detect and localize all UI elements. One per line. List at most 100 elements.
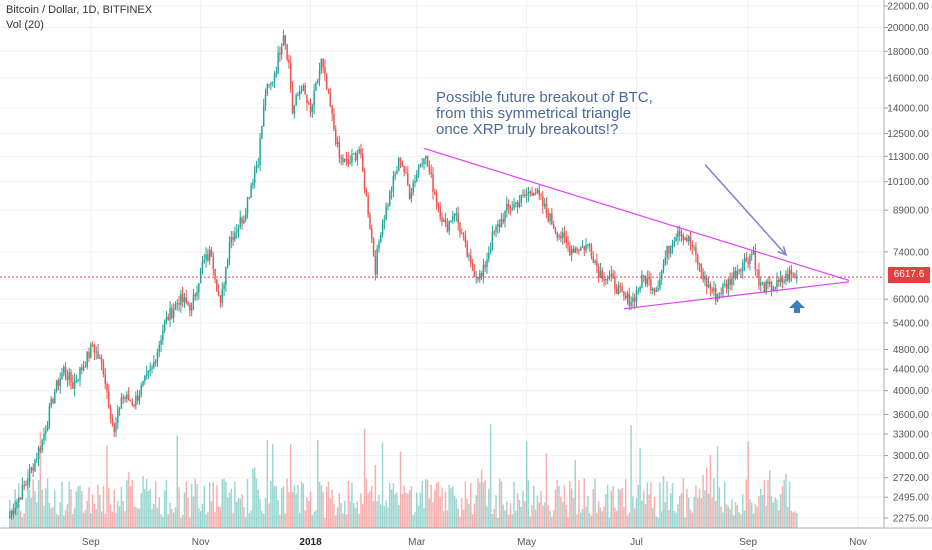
candle-body xyxy=(129,400,132,402)
candle-body xyxy=(208,249,211,261)
volume-bar xyxy=(615,510,618,528)
candle-body xyxy=(556,232,558,238)
volume-bar xyxy=(405,492,407,528)
candle-body xyxy=(345,158,348,160)
volume-bar xyxy=(563,484,566,528)
candle-body xyxy=(776,279,778,288)
candle-body xyxy=(648,278,650,280)
volume-bar xyxy=(325,486,328,528)
volume-bar xyxy=(558,485,560,528)
volume-bar xyxy=(502,504,504,528)
volume-bar xyxy=(749,499,751,528)
volume-bar xyxy=(192,496,195,528)
volume-bar xyxy=(716,446,719,528)
volume-bar xyxy=(554,489,557,528)
volume-bar xyxy=(642,490,645,528)
volume-bar xyxy=(181,515,184,528)
candle-body xyxy=(432,174,434,192)
candle-body xyxy=(416,174,418,182)
candle-body xyxy=(109,407,112,419)
volume-bar xyxy=(82,512,85,528)
volume-bar xyxy=(398,504,400,528)
volume-bar xyxy=(178,487,180,528)
volume-bar xyxy=(298,512,301,528)
candle-body xyxy=(587,243,589,246)
volume-bar xyxy=(127,472,130,528)
candle-body xyxy=(738,269,740,271)
volume-bar xyxy=(356,501,359,528)
candle-body xyxy=(99,357,101,359)
volume-bar xyxy=(518,499,521,528)
candle-body xyxy=(779,277,782,283)
candle-body xyxy=(662,263,665,271)
volume-bar xyxy=(172,512,175,528)
candle-body xyxy=(151,367,153,370)
volume-bar xyxy=(691,512,694,528)
volume-bar xyxy=(244,517,247,528)
volume-bar xyxy=(354,507,357,528)
volume-bar xyxy=(293,485,296,528)
volume-bar xyxy=(212,481,215,528)
candle-body xyxy=(264,94,267,106)
volume-bar xyxy=(783,480,785,528)
volume-bar xyxy=(713,478,715,528)
volume-bar xyxy=(257,489,260,528)
volume-bar xyxy=(714,500,717,528)
volume-bar xyxy=(491,514,494,528)
volume-bar xyxy=(203,485,206,528)
volume-label[interactable]: Vol (20) xyxy=(6,19,44,31)
volume-bar xyxy=(511,514,513,528)
volume-bar xyxy=(495,495,497,528)
candle-body xyxy=(84,366,87,368)
volume-bar xyxy=(468,503,470,528)
volume-bar xyxy=(106,445,108,528)
volume-bar xyxy=(369,491,371,528)
candle-body xyxy=(668,245,670,254)
candle-body xyxy=(72,382,74,389)
volume-bar xyxy=(734,502,737,528)
volume-bar xyxy=(302,483,305,528)
volume-bar xyxy=(394,494,396,528)
volume-bar xyxy=(482,482,485,528)
volume-bar xyxy=(115,512,117,528)
candle-body xyxy=(266,84,269,95)
volume-bar xyxy=(621,487,623,528)
volume-bar xyxy=(131,479,133,528)
volume-bar xyxy=(765,506,767,528)
volume-bar xyxy=(587,496,589,528)
y-tick-label: 6000.00 xyxy=(893,295,930,306)
candle-body xyxy=(106,383,108,392)
volume-bar xyxy=(219,507,222,528)
candle-body xyxy=(518,202,521,208)
volume-bar xyxy=(687,497,690,528)
volume-bar xyxy=(399,451,402,528)
candle-body xyxy=(387,205,389,207)
candle-body xyxy=(401,160,404,166)
candle-body xyxy=(722,284,724,294)
candle-body xyxy=(360,148,362,155)
candle-body xyxy=(316,80,319,83)
volume-bar xyxy=(221,479,224,528)
volume-bar xyxy=(648,494,650,528)
candle-body xyxy=(664,257,667,264)
volume-bar xyxy=(637,484,640,528)
volume-bar xyxy=(63,515,65,528)
candle-body xyxy=(592,256,595,263)
volume-bar xyxy=(111,511,114,528)
volume-bar xyxy=(430,484,432,528)
volume-bar xyxy=(540,491,542,528)
volume-bar xyxy=(547,505,549,528)
volume-bar xyxy=(689,509,692,528)
candle-body xyxy=(547,212,549,221)
volume-bar xyxy=(380,504,382,528)
candle-body xyxy=(201,261,204,269)
volume-bar xyxy=(596,512,598,528)
volume-bar xyxy=(727,506,730,528)
symbol-label[interactable]: Bitcoin / Dollar, 1D, BITFINEX xyxy=(6,4,153,16)
volume-bar xyxy=(560,496,562,528)
volume-bar xyxy=(639,448,641,528)
candle-body xyxy=(86,352,88,367)
volume-bar xyxy=(291,492,294,528)
